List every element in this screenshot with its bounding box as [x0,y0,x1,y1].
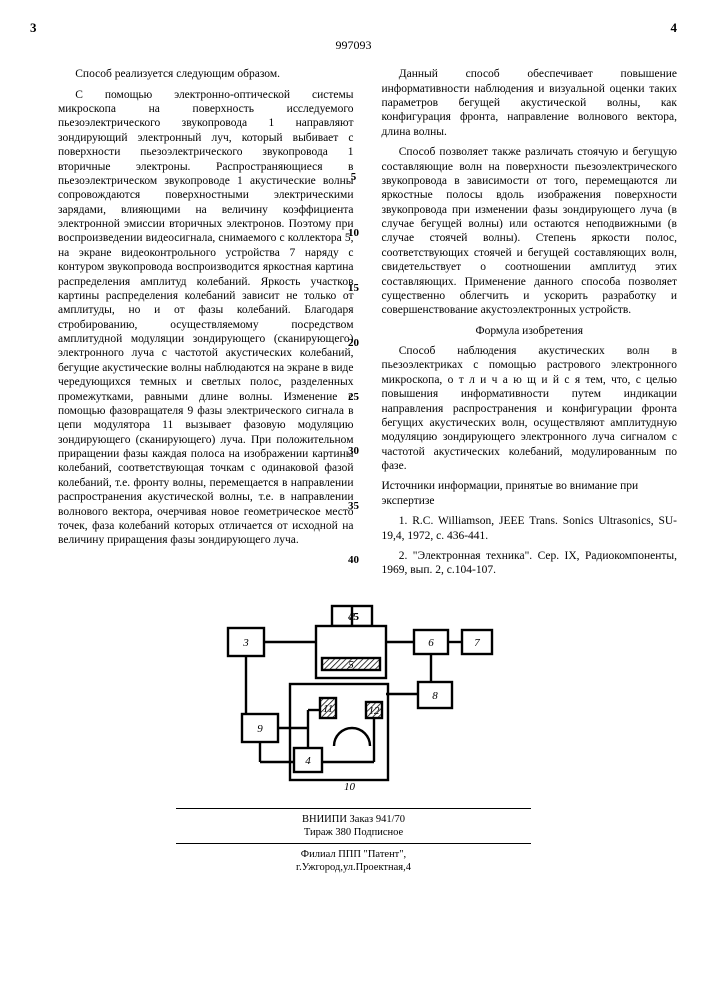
svg-text:10: 10 [344,781,356,793]
footer-line2: Тираж 380 Подписное [30,826,677,839]
svg-text:6: 6 [428,637,434,649]
patent-number: 997093 [30,38,677,53]
left-p1: Способ реализуется следующим образом. [58,67,354,81]
line-number: 5 [344,171,364,185]
line-number: 10 [344,227,364,241]
right-p3: Способ наблюдения акустических волн в пь… [382,344,678,473]
svg-text:5: 5 [348,659,354,671]
footer-divider-2 [176,843,532,844]
line-number: 20 [344,337,364,351]
left-p2: С помощью электронно-оптической системы … [58,88,354,548]
ref1: 1. R.C. Williamson, JEEE Trans. Sonics U… [382,514,678,543]
svg-text:7: 7 [474,637,480,649]
ref2: 2. "Электронная техника". Сер. IX, Радио… [382,549,678,578]
columns-container: 51015202530354045 Способ реализуется сле… [30,67,677,583]
page-number-row: 3 4 [30,20,677,36]
line-number: 40 [344,554,364,568]
formula-heading: Формула изобретения [382,324,678,338]
right-column: Данный способ обеспечивает повышение инф… [382,67,678,583]
footer-divider [176,808,532,809]
schematic-diagram: 23456789111210 [214,598,494,798]
line-number: 35 [344,500,364,514]
line-number: 30 [344,445,364,459]
left-column: Способ реализуется следующим образом. С … [58,67,354,583]
sources-heading: Источники информации, принятые во вниман… [382,479,678,508]
svg-text:11: 11 [322,703,332,715]
page-left: 3 [30,20,37,36]
footer-line3: Филиал ППП "Патент", [30,848,677,861]
line-number: 15 [344,282,364,296]
right-p2: Способ позволяет также различать стоячую… [382,145,678,318]
svg-text:9: 9 [257,723,263,735]
svg-text:12: 12 [368,705,380,717]
svg-text:3: 3 [242,637,249,649]
line-number: 45 [344,611,364,625]
svg-text:8: 8 [432,690,438,702]
right-p1: Данный способ обеспечивает повышение инф… [382,67,678,139]
footer-line4: г.Ужгород,ул.Проектная,4 [30,861,677,874]
footer: ВНИИПИ Заказ 941/70 Тираж 380 Подписное … [30,808,677,875]
page-right: 4 [671,20,678,36]
svg-text:4: 4 [305,755,311,767]
footer-line1: ВНИИПИ Заказ 941/70 [30,813,677,826]
line-number: 25 [344,391,364,405]
